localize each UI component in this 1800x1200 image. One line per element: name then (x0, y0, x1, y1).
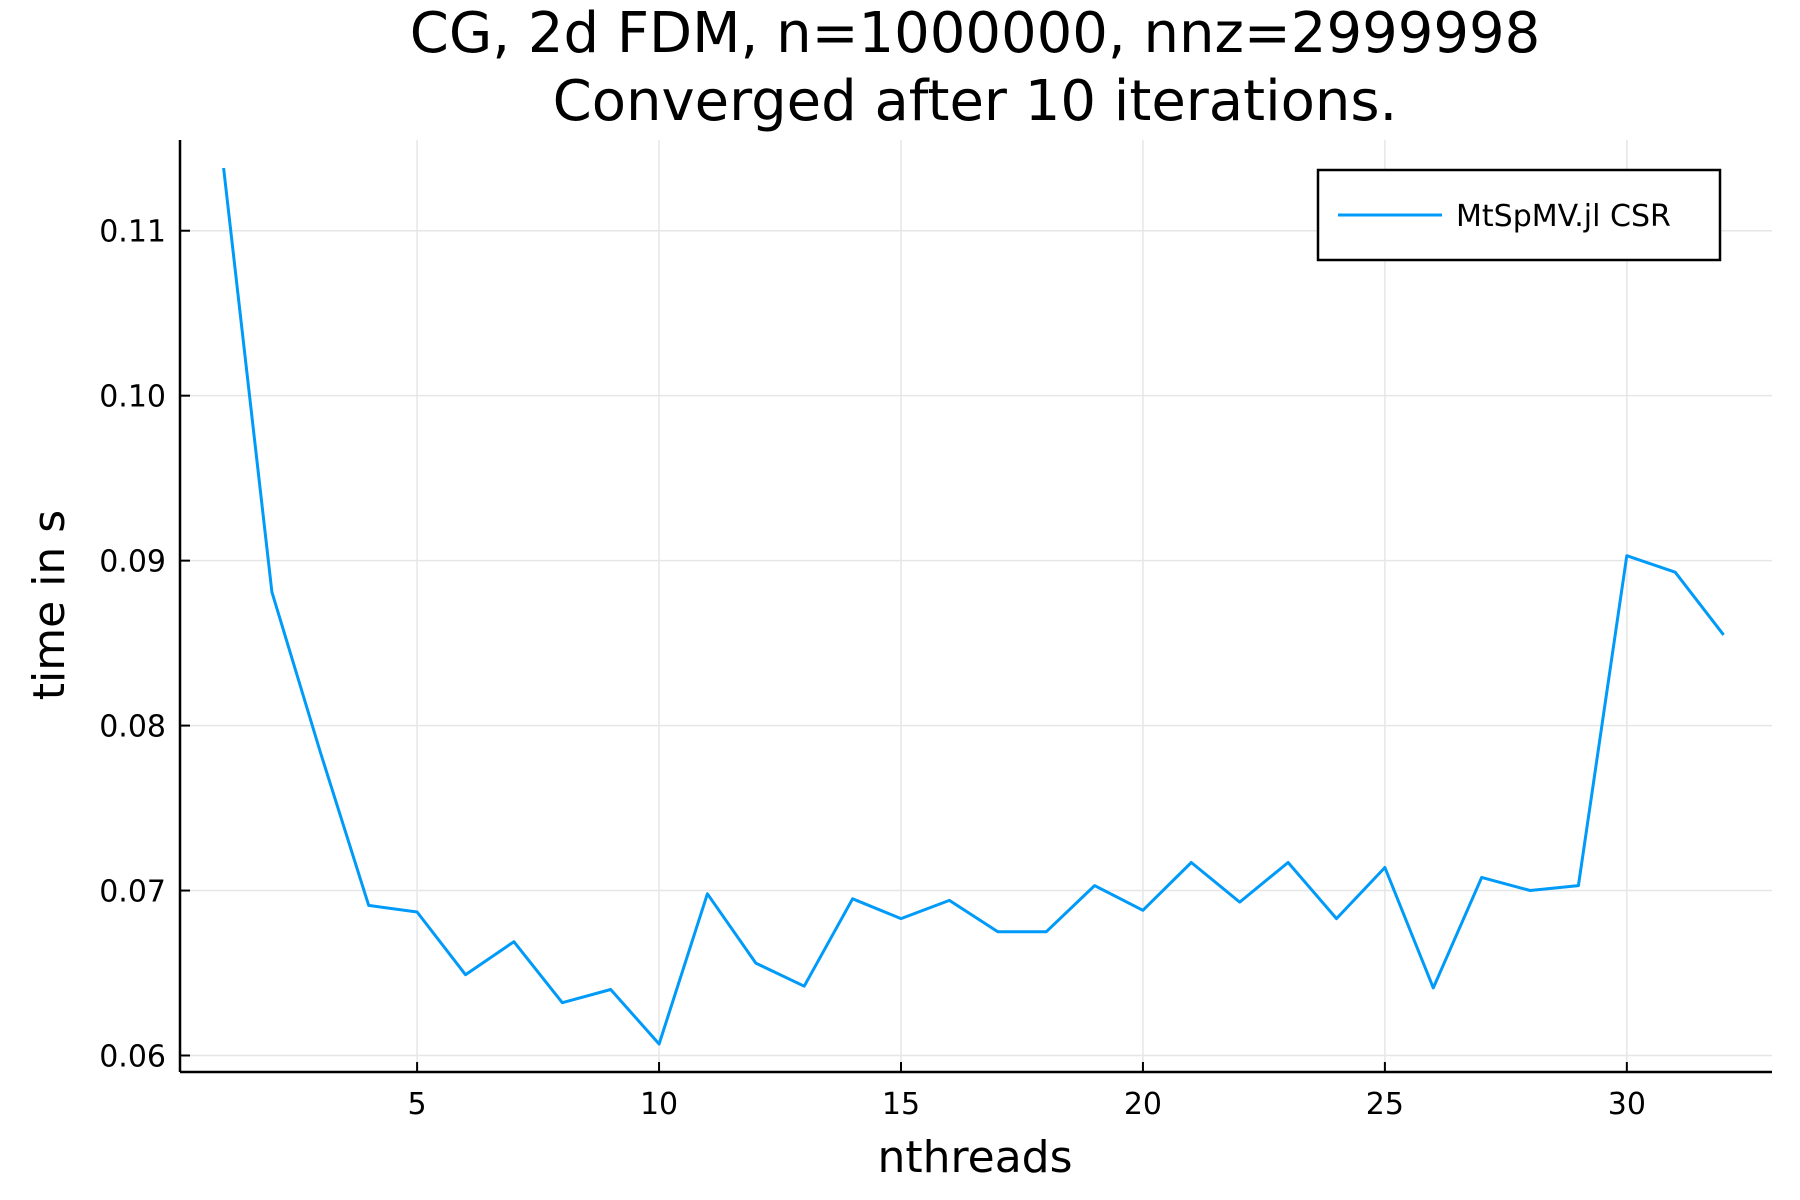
series (222, 167, 1725, 1046)
series-line (222, 167, 1725, 1046)
y-tick-label: 0.07 (99, 875, 166, 910)
x-tick-label: 25 (1366, 1087, 1404, 1122)
legend-label: MtSpMV.jl CSR (1456, 199, 1671, 234)
y-tick-label: 0.09 (99, 545, 166, 580)
x-axis-label: nthreads (877, 1132, 1072, 1183)
x-ticks: 5 10 15 20 25 30 (408, 1062, 1646, 1122)
y-tick-label: 0.06 (99, 1040, 166, 1075)
x-tick-label: 5 (408, 1087, 427, 1122)
y-axis-label: time in s (24, 510, 75, 700)
x-tick-label: 15 (882, 1087, 920, 1122)
y-tick-label: 0.10 (99, 380, 166, 415)
legend: MtSpMV.jl CSR (1316, 168, 1722, 262)
chart-subtitle: Converged after 10 iterations. (553, 69, 1398, 134)
x-tick-label: 10 (640, 1087, 678, 1122)
grid (180, 140, 1772, 1072)
axes (178, 140, 1772, 1074)
x-tick-label: 20 (1124, 1087, 1162, 1122)
y-ticks: 0.06 0.07 0.08 0.09 0.10 0.11 (99, 215, 190, 1075)
y-tick-label: 0.08 (99, 710, 166, 745)
x-tick-label: 30 (1608, 1087, 1646, 1122)
y-tick-label: 0.11 (99, 215, 166, 250)
chart-title: CG, 2d FDM, n=1000000, nnz=2999998 (410, 1, 1540, 66)
